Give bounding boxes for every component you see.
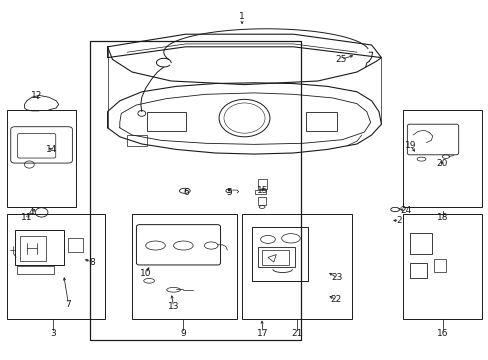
Bar xyxy=(433,259,446,272)
Text: 11: 11 xyxy=(20,213,32,222)
Bar xyxy=(403,214,481,319)
Bar xyxy=(409,263,426,278)
Bar xyxy=(127,135,146,146)
Text: 21: 21 xyxy=(291,328,303,338)
Text: 3: 3 xyxy=(50,328,56,338)
Text: 24: 24 xyxy=(399,206,411,215)
Bar xyxy=(403,110,481,207)
Text: 15: 15 xyxy=(257,186,268,195)
Text: 23: 23 xyxy=(331,274,343,282)
Bar xyxy=(132,214,237,319)
Text: 18: 18 xyxy=(436,213,447,222)
Bar xyxy=(68,238,83,252)
Text: 16: 16 xyxy=(436,328,447,338)
Text: 6: 6 xyxy=(183,188,188,197)
Bar xyxy=(258,197,265,205)
Text: 7: 7 xyxy=(65,300,71,309)
Bar xyxy=(7,214,105,319)
Bar xyxy=(90,41,300,340)
Bar xyxy=(409,233,431,254)
Bar xyxy=(258,247,294,267)
Bar xyxy=(251,227,307,281)
Bar xyxy=(20,236,46,261)
Bar xyxy=(258,179,266,189)
Bar xyxy=(242,214,351,319)
Text: 10: 10 xyxy=(140,269,151,278)
Text: 19: 19 xyxy=(404,141,416,150)
Bar xyxy=(146,112,185,131)
Bar xyxy=(261,250,288,265)
Text: 2: 2 xyxy=(396,216,402,225)
Bar xyxy=(7,110,76,207)
Text: 20: 20 xyxy=(436,159,447,168)
Text: 8: 8 xyxy=(89,258,95,266)
Text: 13: 13 xyxy=(167,302,179,311)
Bar xyxy=(15,230,63,265)
Text: 22: 22 xyxy=(330,295,342,304)
Bar xyxy=(17,266,54,274)
Text: 17: 17 xyxy=(257,328,268,338)
Text: 25: 25 xyxy=(334,55,346,64)
Bar xyxy=(305,112,337,131)
Text: 4: 4 xyxy=(29,208,35,217)
Bar xyxy=(255,190,265,194)
Text: 14: 14 xyxy=(45,145,57,154)
Text: 9: 9 xyxy=(180,328,186,338)
Text: 5: 5 xyxy=(225,188,231,197)
Text: 1: 1 xyxy=(239,12,244,21)
Text: 12: 12 xyxy=(30,91,42,100)
